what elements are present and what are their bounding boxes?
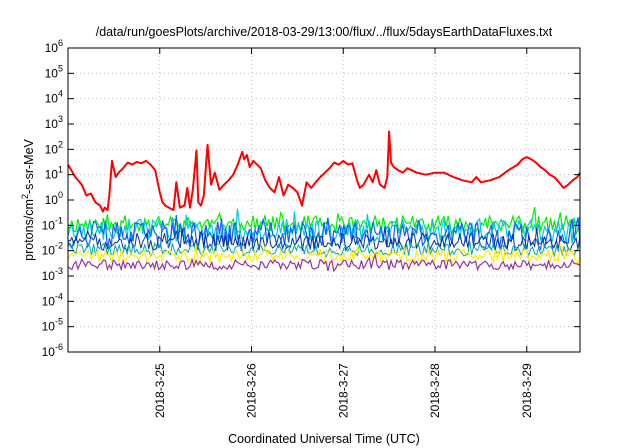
chart-title: /data/run/goesPlots/archive/2018-03-29/1…: [96, 25, 553, 39]
x-axis-title: Coordinated Universal Time (UTC): [228, 432, 420, 446]
y-tick-label: 106: [45, 38, 63, 55]
y-tick-label-exponent: -5: [55, 317, 63, 327]
y-tick-label-base: 10: [45, 142, 59, 156]
y-tick-label: 104: [45, 89, 63, 106]
y-tick-label-exponent: 2: [58, 139, 63, 149]
y-tick-label-base: 10: [42, 294, 56, 308]
y-axis-title-base: protons/cm: [22, 199, 36, 261]
y-tick-label-exponent: 3: [58, 114, 63, 124]
y-tick-label-exponent: 5: [58, 63, 63, 73]
y-tick-label-base: 10: [42, 345, 56, 359]
x-tick-label: 2018-3-28: [428, 363, 442, 418]
series-line-1: [67, 130, 581, 213]
y-tick-label-base: 10: [42, 269, 56, 283]
y-tick-label: 10-6: [42, 342, 63, 359]
y-tick-label-exponent: 6: [58, 38, 63, 48]
y-tick-label-exponent: 1: [58, 165, 63, 175]
y-tick-label-base: 10: [45, 41, 59, 55]
y-tick-label: 10-4: [42, 291, 63, 308]
series-line-8: [67, 252, 581, 273]
x-tick-label: 2018-3-25: [153, 363, 167, 418]
y-tick-label: 10-1: [42, 215, 63, 232]
x-tick-label: 2018-3-26: [245, 363, 259, 418]
y-tick-label-exponent: -1: [55, 215, 63, 225]
series-line-7: [67, 243, 581, 267]
y-tick-label-base: 10: [45, 117, 59, 131]
y-tick-label-base: 10: [45, 92, 59, 106]
y-axis: 10-610-510-410-310-210-11001011021031041…: [42, 38, 580, 359]
y-tick-label-exponent: 4: [58, 89, 63, 99]
y-tick-label-exponent: -4: [55, 291, 63, 301]
y-tick-label-base: 10: [45, 193, 59, 207]
y-tick-label-base: 10: [45, 66, 59, 80]
y-tick-label-base: 10: [42, 320, 56, 334]
grid: [68, 48, 580, 352]
y-tick-label-base: 10: [42, 218, 56, 232]
y-tick-label-exponent: -2: [55, 241, 63, 251]
y-tick-label: 101: [45, 165, 63, 182]
y-tick-label-exponent: -6: [55, 342, 63, 352]
y-tick-label: 100: [45, 190, 63, 207]
y-tick-label: 105: [45, 63, 63, 80]
x-tick-label: 2018-3-27: [336, 363, 350, 418]
x-axis: 2018-3-25 2018-3-26 2018-3-27 2018-3-28 2018…: [153, 48, 534, 418]
y-axis-title: protons/cm2-s-sr-MeV: [20, 138, 36, 260]
plot-series: [67, 130, 581, 273]
y-tick-label-exponent: 0: [58, 190, 63, 200]
y-tick-label: 10-5: [42, 317, 63, 334]
y-tick-label-base: 10: [42, 244, 56, 258]
y-tick-label: 102: [45, 139, 63, 156]
x-tick-label: 2018-3-29: [520, 363, 534, 418]
y-axis-title-sup: 2: [20, 194, 30, 199]
y-tick-label-exponent: -3: [55, 266, 63, 276]
y-tick-label: 103: [45, 114, 63, 131]
y-tick-label-base: 10: [45, 168, 59, 182]
y-tick-label: 10-3: [42, 266, 63, 283]
y-tick-label: 10-2: [42, 241, 63, 258]
series-line-6: [67, 240, 581, 258]
y-axis-title-rest: -s-sr-MeV: [22, 138, 36, 194]
